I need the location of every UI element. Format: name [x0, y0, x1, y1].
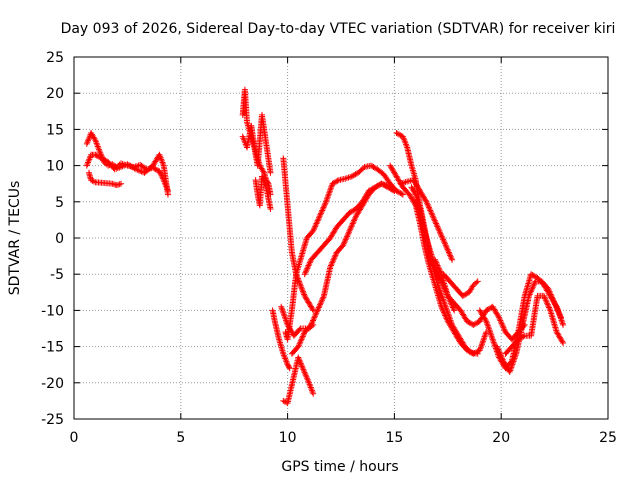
plus-markers	[280, 155, 317, 314]
axis-ticks: 25 20 15 10 5 0 -5 -10 -15 -20 -25 0 5 10 15 20 25	[41, 50, 617, 446]
series-track-c	[86, 169, 124, 189]
series-track-v	[502, 292, 567, 357]
series-track-k	[280, 354, 317, 407]
plus-markers	[280, 354, 317, 407]
plus-markers	[301, 180, 398, 278]
chart-title: Day 093 of 2026, Sidereal Day-to-day VTE…	[61, 21, 616, 37]
series-track-m	[280, 155, 317, 314]
y-axis-label: SDTVAR / TECUs	[7, 181, 23, 296]
x-axis-label: GPS time / hours	[281, 459, 398, 475]
y-tick-label: -25	[41, 412, 64, 428]
x-tick-label: 25	[599, 430, 617, 446]
series-track-u	[493, 278, 564, 375]
plus-markers	[397, 177, 456, 263]
y-tick-label: 10	[46, 159, 64, 175]
series-track-p	[397, 177, 456, 263]
series-track-g	[269, 307, 293, 372]
x-tick-label: 5	[176, 430, 185, 446]
data-points	[83, 86, 567, 407]
x-tick-label: 0	[70, 430, 79, 446]
y-tick-label: 25	[46, 50, 64, 66]
y-tick-label: 0	[55, 231, 64, 247]
series-track-f	[252, 173, 274, 212]
y-tick-label: 20	[46, 86, 64, 102]
series-track-e	[239, 111, 274, 176]
plus-markers	[432, 256, 458, 314]
y-tick-label: -5	[50, 267, 64, 283]
plus-markers	[86, 169, 124, 189]
y-tick-label: -15	[41, 340, 64, 356]
series-track-s	[432, 256, 458, 314]
y-tick-label: 5	[55, 195, 64, 211]
series-track-j	[301, 180, 398, 278]
x-tick-label: 15	[385, 430, 403, 446]
series-track-l	[278, 303, 317, 339]
y-tick-label: -10	[41, 303, 64, 319]
grid-lines	[74, 57, 608, 419]
plus-markers	[502, 292, 567, 357]
plus-markers	[282, 162, 406, 343]
plus-markers	[493, 278, 564, 375]
y-tick-label: -20	[41, 376, 64, 392]
plus-markers	[269, 307, 293, 372]
plus-markers	[278, 303, 317, 339]
plus-markers	[252, 173, 274, 212]
series-track-b	[83, 151, 171, 198]
series-track-h	[282, 162, 406, 343]
y-tick-label: 15	[46, 122, 64, 138]
x-tick-label: 10	[279, 430, 297, 446]
plus-markers	[83, 151, 171, 198]
plus-markers	[239, 111, 274, 176]
x-tick-label: 20	[492, 430, 510, 446]
